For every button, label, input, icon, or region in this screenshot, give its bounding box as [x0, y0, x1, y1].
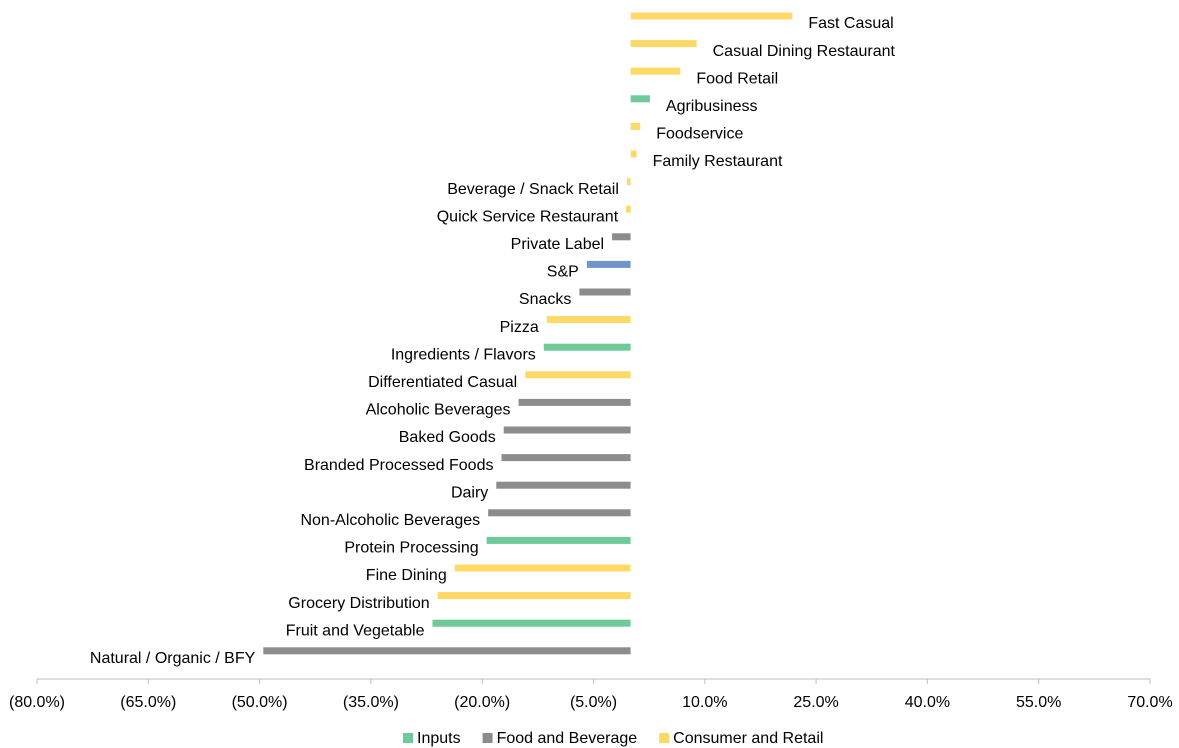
category-label: Quick Service Restaurant [437, 208, 619, 225]
category-label: Snacks [519, 291, 571, 308]
x-tick-label: 70.0% [1127, 694, 1172, 711]
category-label: Differentiated Casual [368, 374, 517, 391]
x-tick-label: 55.0% [1016, 694, 1061, 711]
category-label: Non-Alcoholic Beverages [300, 512, 480, 529]
x-tick-label: (50.0%) [232, 694, 288, 711]
category-label: Branded Processed Foods [304, 457, 493, 474]
x-tick-label: (5.0%) [570, 694, 617, 711]
bar [630, 67, 681, 75]
bar [626, 205, 631, 213]
x-tick-label: (35.0%) [343, 694, 399, 711]
category-label: Grocery Distribution [288, 595, 429, 612]
bar [630, 40, 697, 48]
bar [501, 454, 631, 462]
category-label: Protein Processing [344, 540, 478, 557]
category-label: Beverage / Snack Retail [447, 181, 619, 198]
legend-label: Inputs [417, 730, 461, 747]
category-label: Ingredients / Flavors [391, 346, 536, 363]
category-label: Pizza [500, 319, 539, 336]
legend-swatch [403, 733, 413, 743]
legend-label: Food and Beverage [497, 730, 638, 747]
category-label: Baked Goods [399, 429, 496, 446]
x-tick-label: (20.0%) [454, 694, 510, 711]
category-label: Family Restaurant [653, 153, 783, 170]
bar [543, 343, 631, 351]
x-tick-label: 25.0% [793, 694, 838, 711]
bar [612, 233, 631, 241]
bar [586, 260, 631, 268]
x-tick-label: 10.0% [682, 694, 727, 711]
bar [263, 647, 631, 655]
category-label: Food Retail [696, 70, 778, 87]
category-label: Private Label [511, 236, 604, 253]
bar [630, 122, 641, 130]
bar [630, 150, 637, 158]
bar [454, 564, 631, 572]
x-tick-label: (65.0%) [120, 694, 176, 711]
category-label: Fast Casual [808, 15, 893, 32]
bar [630, 12, 793, 20]
bar [488, 509, 631, 517]
bar [525, 371, 631, 379]
legend-swatch [659, 733, 670, 743]
bar [518, 398, 631, 406]
bar [432, 619, 631, 627]
category-label: Agribusiness [666, 98, 758, 115]
bar [630, 95, 650, 103]
category-label: Casual Dining Restaurant [713, 43, 896, 60]
bar [486, 536, 631, 544]
bar [496, 481, 631, 489]
bar [579, 288, 631, 296]
category-label: Alcoholic Beverages [366, 402, 511, 419]
legend-swatch [482, 733, 493, 743]
bar [437, 592, 631, 600]
category-label: S&P [547, 264, 579, 281]
x-tick-label: (80.0%) [9, 694, 65, 711]
category-label: Fruit and Vegetable [286, 622, 425, 639]
category-label: Dairy [451, 484, 488, 501]
x-tick-label: 40.0% [905, 694, 950, 711]
category-label: Fine Dining [366, 567, 447, 584]
bar [546, 316, 631, 324]
bar [626, 178, 631, 186]
category-label: Natural / Organic / BFY [90, 650, 256, 667]
bar [503, 426, 631, 434]
legend-label: Consumer and Retail [673, 730, 823, 747]
category-label: Foodservice [656, 126, 743, 143]
